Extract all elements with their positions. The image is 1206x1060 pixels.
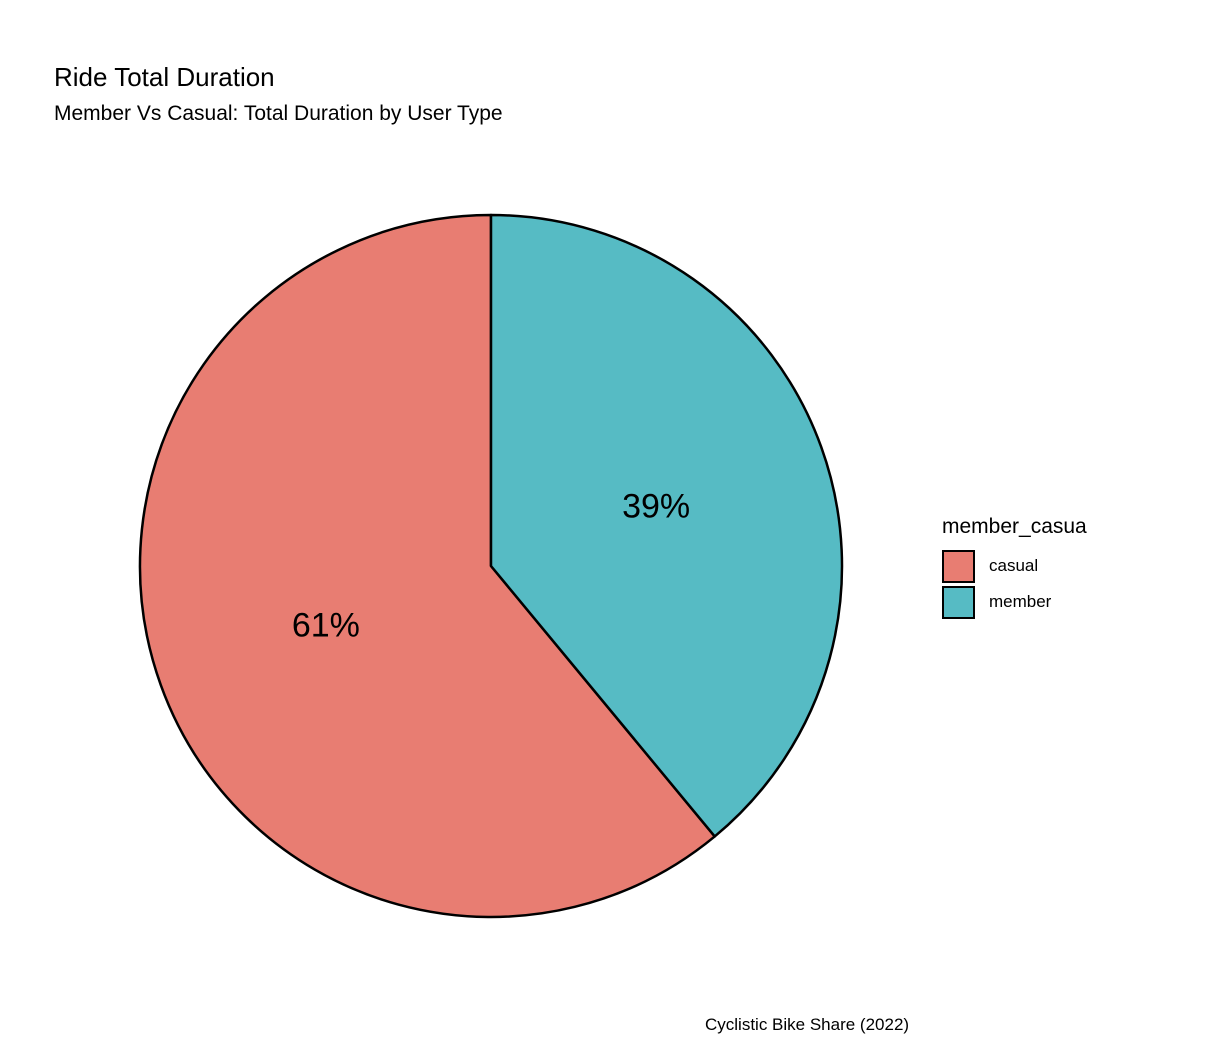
chart-subtitle: Member Vs Casual: Total Duration by User… — [54, 102, 503, 125]
legend-label-casual: casual — [989, 556, 1039, 575]
slice-label-member: 39% — [622, 488, 690, 526]
legend: member_casua casual member — [942, 514, 1087, 620]
slice-label-casual: 61% — [292, 606, 360, 644]
legend-item-casual: casual — [942, 548, 1087, 584]
legend-swatch-member — [942, 585, 975, 619]
chart-title: Ride Total Duration — [54, 62, 275, 92]
pie-slice-member — [489, 213, 844, 838]
legend-title: member_casua — [942, 515, 1087, 538]
legend-label-member: member — [989, 592, 1052, 611]
legend-swatch-casual — [942, 549, 975, 583]
pie-slice-casual — [138, 213, 716, 919]
chart-caption: Cyclistic Bike Share (2022) — [705, 1015, 910, 1034]
legend-item-member: member — [942, 584, 1087, 620]
